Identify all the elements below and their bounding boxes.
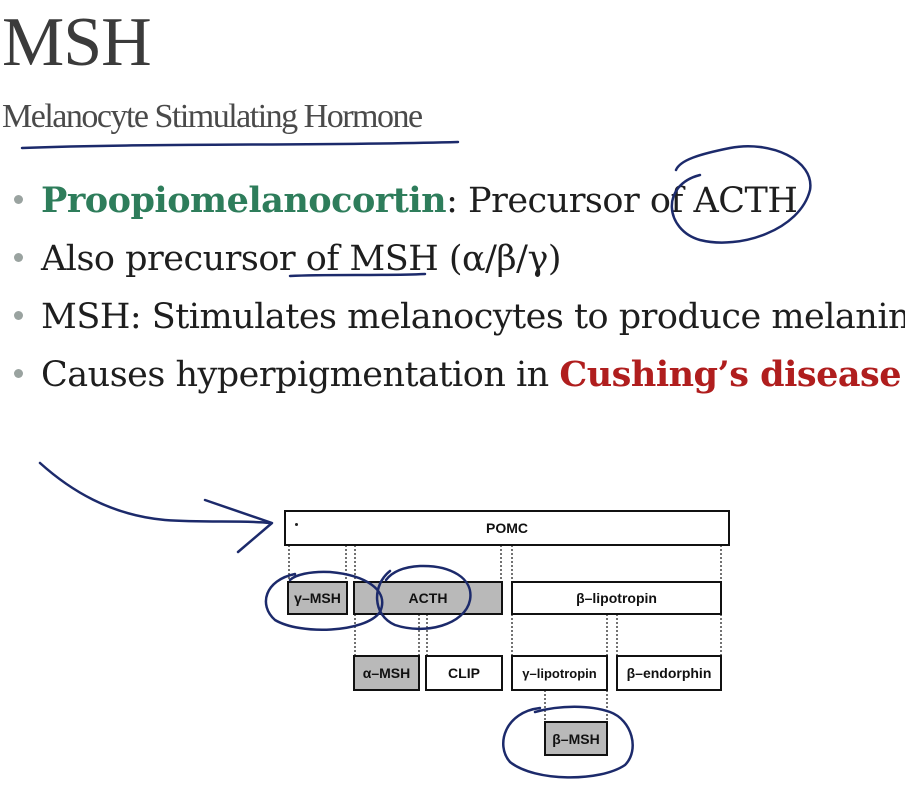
gamma-msh-box: γ–MSH bbox=[287, 581, 348, 615]
bullet-list: Proopiomelanocortin: Precursor of ACTH A… bbox=[14, 178, 905, 410]
gamma-lipotropin-box: γ–lipotropin bbox=[511, 655, 608, 691]
cushings-disease: Cushing’s disease bbox=[559, 354, 901, 395]
bullet-text: Also precursor of MSH (α/β/γ) bbox=[41, 239, 562, 279]
beta-msh-box: β–MSH bbox=[544, 721, 608, 756]
acth-box: ACTH bbox=[353, 581, 503, 615]
bullet-dot bbox=[14, 195, 23, 204]
alpha-msh-box: α–MSH bbox=[353, 655, 420, 691]
pomc-term: Proopiomelanocortin bbox=[41, 180, 447, 221]
bullet-dot bbox=[14, 369, 23, 378]
beta-endorphin-box: β–endorphin bbox=[616, 655, 722, 691]
pomc-marker bbox=[295, 523, 298, 526]
bullet-item: Causes hyperpigmentation in Cushing’s di… bbox=[14, 352, 905, 410]
beta-lipotropin-box: β–lipotropin bbox=[511, 581, 722, 615]
pomc-box: POMC bbox=[284, 510, 730, 546]
bullet-text: Causes hyperpigmentation in bbox=[41, 355, 560, 395]
bullet-item: Also precursor of MSH (α/β/γ) bbox=[14, 236, 905, 294]
bullet-dot bbox=[14, 311, 23, 320]
slide-title: MSH bbox=[2, 4, 152, 81]
bullet-dot bbox=[14, 253, 23, 262]
clip-box: CLIP bbox=[425, 655, 503, 691]
bullet-item: MSH: Stimulates melanocytes to produce m… bbox=[14, 294, 905, 352]
slide-subtitle: Melanocyte Stimulating Hormone bbox=[2, 98, 423, 135]
bullet-text: MSH: Stimulates melanocytes to produce m… bbox=[41, 297, 905, 337]
